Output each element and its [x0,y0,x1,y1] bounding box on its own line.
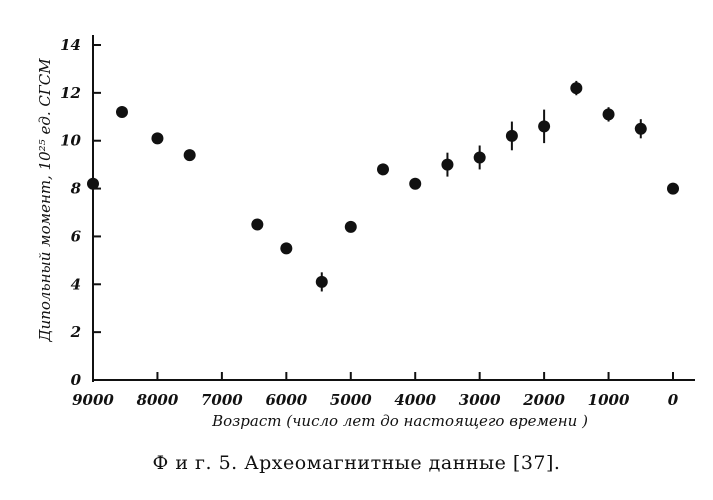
y-tick-label: 8 [71,180,82,198]
x-tick-label: 7000 [201,391,243,409]
data-point [116,106,128,118]
data-point [602,108,615,121]
y-tick-label: 2 [70,323,81,341]
data-point [570,82,583,95]
x-tick-label: 0 [668,391,679,409]
y-axis-label: Дипольный момент, 10²⁵ ед. СГСМ [36,58,54,343]
x-tick-label: 9000 [72,391,114,409]
data-point [183,149,196,162]
y-tick-label: 4 [71,275,81,293]
x-tick-label: 3000 [459,391,501,409]
x-tick-label: 6000 [265,391,307,409]
data-point [667,182,679,195]
x-axis-ticks: 9000 8000 7000 6000 5000 4000 3000 2000 1000 0 [72,372,679,409]
data-point [538,120,551,133]
y-tick-label: 14 [60,36,81,54]
chart: 9000 8000 7000 6000 5000 4000 3000 2000 1000 0 0 2… [36,35,695,430]
x-tick-label: 5000 [330,391,372,409]
data-points [87,80,679,292]
data-point [473,151,486,164]
x-tick-label: 4000 [394,391,436,409]
x-axis-label: Возраст (число лет до настоящего времени… [211,412,588,430]
y-tick-label: 6 [71,227,82,245]
data-point [344,220,357,233]
figure-caption: Ф и г. 5. Археомагнитные данные [37]. [152,452,561,474]
data-point [251,218,264,231]
y-axis-ticks: 0 2 4 6 8 10 12 14 [60,36,101,389]
y-tick-label: 10 [60,132,81,150]
data-point [280,242,293,255]
x-tick-label: 1000 [588,391,630,409]
data-point [377,163,389,176]
y-tick-label: 12 [60,84,81,102]
data-point [441,158,454,171]
y-tick-label: 0 [71,371,82,389]
data-point [315,275,328,288]
data-point [634,122,647,135]
data-point [505,129,518,142]
axes [92,35,695,382]
data-point [151,132,164,145]
data-point [409,177,422,190]
data-point [87,177,99,190]
x-tick-label: 2000 [522,391,565,409]
x-tick-label: 8000 [137,391,179,409]
